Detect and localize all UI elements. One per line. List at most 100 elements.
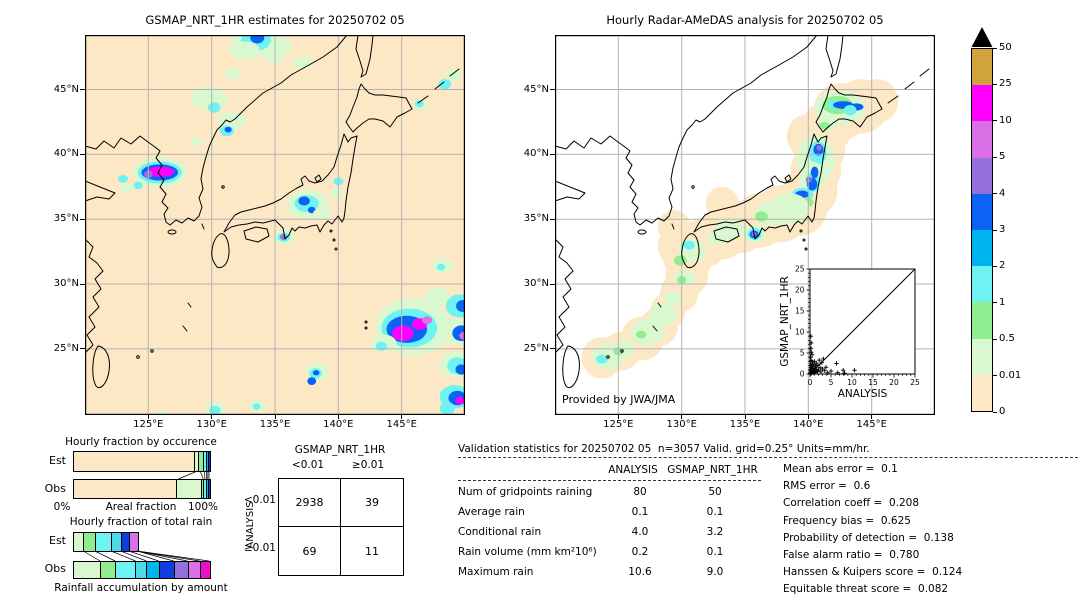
precip-blobs-gsmap bbox=[117, 35, 465, 415]
stat-value-gsmap: 50 bbox=[708, 486, 722, 498]
bar-segment-sky bbox=[206, 480, 209, 498]
x-tick-label: 125°E bbox=[603, 419, 634, 430]
x-tick-mark bbox=[211, 415, 213, 419]
contingency-cell-00: 2938 bbox=[279, 479, 341, 527]
x-tick-label: 125°E bbox=[133, 419, 164, 430]
colorbar-tick-mark bbox=[993, 156, 997, 158]
stat-value-gsmap: 3.2 bbox=[706, 526, 724, 538]
bar-row-label: Obs bbox=[44, 562, 66, 575]
bar-links bbox=[178, 470, 210, 480]
contingency-cell-01: 39 bbox=[341, 479, 403, 527]
totalrain-chart-title: Hourly fraction of total rain bbox=[69, 516, 213, 528]
svg-text:10: 10 bbox=[847, 378, 857, 387]
fraction-charts: Hourly fraction by occurence 0% Areal fr… bbox=[0, 430, 256, 612]
colorbar-segment-peach bbox=[972, 374, 992, 411]
svg-text:0: 0 bbox=[808, 378, 813, 387]
y-tick-label: 45°N bbox=[523, 83, 549, 95]
inset-scatter-plot: 00 5 5 10 10 15 15 20 20 25 25 ANALYSIS GSMAP_NRT_1H… bbox=[779, 265, 920, 400]
colorbar-segment-sky bbox=[972, 229, 992, 267]
bar-segment-violet bbox=[130, 533, 138, 551]
svg-text:10: 10 bbox=[795, 328, 805, 337]
colorbar-tick-mark bbox=[993, 229, 997, 231]
bar-segment-sky bbox=[147, 562, 160, 578]
bar-segment-violet bbox=[188, 562, 202, 578]
stat-value-analysis: 0.1 bbox=[631, 506, 649, 518]
stat-value-gsmap: 0.1 bbox=[706, 506, 724, 518]
x-tick-label: 140°E bbox=[323, 419, 354, 430]
precip-blobs-radar bbox=[591, 90, 866, 370]
contingency-table: GSMAP_NRT_1HR <0.01 ≥0.01 ANALYSIS <0.01… bbox=[240, 430, 454, 612]
colorbar-tick-label: 0.5 bbox=[999, 333, 1015, 345]
contingency-col-group: GSMAP_NRT_1HR bbox=[294, 444, 386, 456]
svg-text:5: 5 bbox=[829, 378, 834, 387]
svg-text:25: 25 bbox=[795, 265, 805, 274]
stat-value-analysis: 80 bbox=[633, 486, 647, 498]
stat-row-label: Average rain bbox=[458, 506, 525, 518]
contingency-col-label-lt: <0.01 bbox=[291, 459, 325, 471]
bar-segment-barmagenta bbox=[201, 562, 210, 578]
bar-segment-green bbox=[201, 480, 205, 498]
bar-segment-cyan2 bbox=[112, 533, 122, 551]
colorbar-tick-label: 10 bbox=[999, 114, 1012, 126]
stat-value-analysis: 4.0 bbox=[631, 526, 649, 538]
x-tick-mark bbox=[744, 415, 746, 419]
occurrence-chart-title: Hourly fraction by occurence bbox=[65, 436, 217, 448]
stacked-bar-est bbox=[73, 532, 139, 552]
totalrain-chart-caption: Rainfall accumulation by amount bbox=[54, 582, 228, 594]
y-tick-label: 35°N bbox=[523, 213, 549, 225]
x-tick-mark bbox=[617, 415, 619, 419]
colorbar-segment-violet bbox=[972, 121, 992, 158]
colorbar-tick-mark bbox=[993, 265, 997, 267]
contingency-row-label-lt: <0.01 bbox=[243, 494, 276, 506]
colorbar-tick-mark bbox=[993, 338, 997, 340]
stats-col-gsmap: GSMAP_NRT_1HR bbox=[667, 464, 758, 476]
colorbar-tick-label: 0 bbox=[999, 406, 1006, 417]
svg-text:25: 25 bbox=[910, 378, 920, 387]
y-tick-label: 40°N bbox=[523, 148, 549, 160]
colorbar-segment-cyan bbox=[972, 266, 992, 303]
stat-row-label: Num of gridpoints raining bbox=[458, 486, 593, 498]
colorbar-tick-label: 4 bbox=[999, 187, 1006, 199]
y-tick-mark bbox=[550, 89, 555, 90]
inset-ylabel: GSMAP_NRT_1HR bbox=[779, 276, 791, 367]
x-tick-mark bbox=[681, 415, 683, 419]
svg-text:20: 20 bbox=[889, 378, 899, 387]
colorbar-tick-mark bbox=[993, 411, 997, 413]
y-tick-label: 35°N bbox=[53, 213, 79, 225]
bar-segment-palegreen bbox=[176, 480, 202, 498]
contingency-grid: 2938 39 69 11 bbox=[278, 478, 404, 576]
colorbar-segment-palegreen bbox=[972, 338, 992, 375]
bar-segment-dkblue bbox=[121, 533, 131, 551]
colorbar-tick-label: 25 bbox=[999, 78, 1012, 90]
bar-segment-cyan bbox=[204, 480, 207, 498]
left-map-title: GSMAP_NRT_1HR estimates for 20250702 05 bbox=[145, 13, 405, 27]
svg-text:15: 15 bbox=[868, 378, 878, 387]
stat-row-label: Conditional rain bbox=[458, 526, 542, 538]
metric-correlation-coeff: Correlation coeff = 0.208 bbox=[783, 497, 919, 510]
right-map-title: Hourly Radar-AMeDAS analysis for 2025070… bbox=[606, 13, 884, 27]
y-tick-mark bbox=[80, 218, 85, 220]
colorbar-overflow-triangle bbox=[971, 27, 993, 47]
svg-text:20: 20 bbox=[795, 286, 805, 295]
colorbar-tick-mark bbox=[993, 120, 997, 122]
x-tick-mark bbox=[337, 415, 339, 419]
divider bbox=[458, 457, 1078, 458]
occurrence-axis-label: Areal fraction bbox=[105, 501, 177, 513]
metric-hanssen-kuipers-score: Hanssen & Kuipers score = 0.124 bbox=[783, 566, 963, 579]
stat-row-label: Rain volume (mm km²10⁶) bbox=[458, 546, 597, 558]
y-tick-mark bbox=[80, 283, 85, 285]
bar-segment-palegreen bbox=[74, 562, 101, 578]
bar-segment-peach bbox=[74, 480, 177, 498]
contingency-col-label-ge: ≥0.01 bbox=[351, 459, 385, 471]
colorbar-segment-mpurple bbox=[972, 157, 992, 194]
x-tick-label: 135°E bbox=[729, 419, 761, 430]
bar-segment-cyan bbox=[96, 533, 113, 551]
bar-row-label: Est bbox=[49, 454, 66, 467]
stacked-bar-est bbox=[73, 451, 211, 472]
y-tick-mark bbox=[80, 153, 85, 155]
y-tick-label: 30°N bbox=[53, 278, 79, 289]
bar-segment-cyan bbox=[203, 452, 207, 471]
y-tick-label: 45°N bbox=[53, 83, 79, 95]
colorbar-tick-label: 5 bbox=[999, 151, 1006, 163]
